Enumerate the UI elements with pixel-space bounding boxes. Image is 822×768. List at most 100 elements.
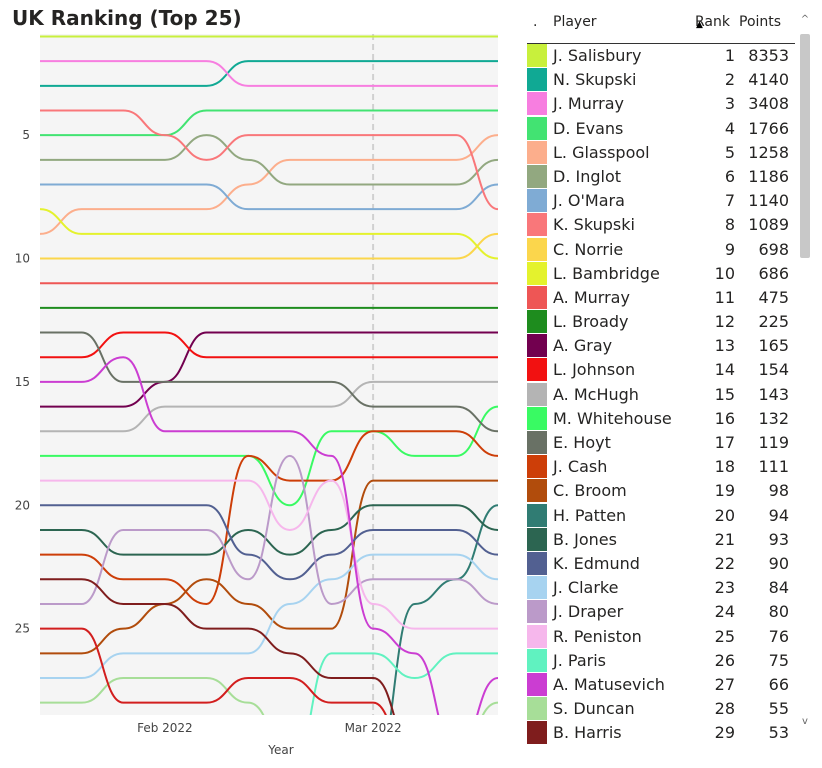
series-line-j-clarke[interactable] (40, 553, 498, 679)
table-row[interactable]: J. Cash 18 111 (527, 455, 795, 480)
player-name: A. Gray (553, 336, 613, 356)
series-line-b-harris[interactable] (40, 578, 498, 752)
scroll-thumb[interactable] (800, 34, 810, 258)
series-line-r-peniston[interactable] (40, 479, 498, 630)
player-points: 143 (758, 384, 789, 404)
table-row[interactable]: L. Johnson 14 154 (527, 358, 795, 383)
series-line-b-jones[interactable] (40, 504, 498, 556)
scroll-down-icon[interactable]: v (802, 716, 808, 727)
table-row[interactable]: R. Peniston 25 76 (527, 624, 795, 649)
header-rank[interactable]: Rank (695, 14, 730, 30)
player-points: 76 (768, 626, 789, 646)
table-row[interactable]: L. Bambridge 10 686 (527, 261, 795, 286)
plot-area (40, 34, 498, 715)
series-line-a-matusevich[interactable] (40, 356, 498, 752)
header-points[interactable]: Points (739, 14, 782, 30)
player-points: 84 (768, 578, 789, 598)
series-line-unlabeled-29[interactable] (40, 627, 498, 768)
table-row[interactable]: A. Gray 13 165 (527, 334, 795, 359)
player-name: B. Harris (553, 723, 622, 743)
player-points: 66 (768, 674, 789, 694)
player-rank: 7 (724, 191, 735, 211)
table-row[interactable]: K. Edmund 22 90 (527, 551, 795, 577)
series-line-j-murray[interactable] (40, 60, 498, 87)
player-points: 4140 (748, 70, 789, 90)
player-rank: 10 (714, 263, 735, 283)
series-line-j-paris[interactable] (40, 652, 498, 768)
player-color-swatch (527, 382, 547, 406)
series-line-d-inglot[interactable] (40, 134, 498, 186)
series-line-a-mchugh[interactable] (40, 380, 498, 433)
table-row[interactable]: D. Inglot 6 1186 (527, 164, 795, 190)
series-line-l-bambridge[interactable] (40, 208, 498, 260)
series-line-j-o-mara[interactable] (40, 183, 498, 211)
table-row[interactable]: A. McHugh 15 143 (527, 382, 795, 407)
header-divider (527, 43, 795, 44)
table-row[interactable]: J. Paris 26 75 (527, 648, 795, 673)
header-color-column[interactable]: . (533, 14, 538, 30)
series-line-n-skupski[interactable] (40, 60, 498, 87)
player-color-swatch (527, 310, 547, 334)
x-axis-label: Year (267, 743, 293, 757)
player-points: 119 (758, 433, 789, 452)
player-rank: 4 (724, 118, 735, 138)
table-row[interactable]: B. Jones 21 93 (527, 527, 795, 552)
scroll-up-icon[interactable]: ^ (800, 14, 810, 25)
series-line-e-hoyt[interactable] (40, 331, 498, 433)
series-line-k-skupski[interactable] (40, 109, 498, 211)
player-color-swatch (527, 164, 547, 188)
series-line-j-draper[interactable] (40, 454, 498, 605)
series-line-c-norrie[interactable] (40, 232, 498, 260)
player-name: H. Patten (553, 505, 627, 525)
ranking-line-chart[interactable]: 5 10 15 20 25 Feb 2022 Mar 2022 Year (0, 0, 520, 768)
table-row[interactable]: N. Skupski 2 4140 (527, 68, 795, 93)
table-row[interactable]: S. Duncan 28 55 (527, 697, 795, 722)
series-line-a-gray[interactable] (40, 331, 498, 408)
table-row[interactable]: H. Patten 20 94 (527, 503, 795, 528)
player-name: J. O'Mara (553, 191, 625, 211)
player-name: E. Hoyt (553, 433, 611, 452)
player-color-swatch (527, 237, 547, 261)
player-rank: 16 (714, 408, 735, 428)
x-tick-label: Mar 2022 (345, 721, 402, 735)
table-row[interactable]: M. Whitehouse 16 132 (527, 406, 795, 431)
player-points: 111 (758, 457, 789, 477)
player-color-swatch (527, 648, 547, 672)
player-color-swatch (527, 358, 547, 382)
series-line-m-whitehouse[interactable] (40, 405, 498, 507)
series-line-s-duncan[interactable] (40, 676, 498, 752)
series-line-h-patten[interactable] (40, 504, 498, 768)
table-row[interactable]: J. Salisbury 1 8353 (527, 44, 795, 69)
player-rank: 9 (724, 239, 735, 259)
table-scrollbar[interactable]: ^ v (798, 14, 812, 730)
series-line-l-glasspool[interactable] (40, 134, 498, 235)
table-row[interactable]: A. Murray 11 475 (527, 285, 795, 311)
series-line-j-cash[interactable] (40, 430, 498, 605)
table-row[interactable]: J. Draper 24 80 (527, 600, 795, 625)
table-row[interactable]: J. O'Mara 7 1140 (527, 189, 795, 214)
table-row[interactable]: D. Evans 4 1766 (527, 116, 795, 141)
series-line-d-evans[interactable] (40, 109, 498, 137)
y-tick-label: 5 (22, 128, 30, 142)
table-row[interactable]: C. Broom 19 98 (527, 479, 795, 504)
player-rank: 17 (714, 433, 735, 452)
table-row[interactable]: C. Norrie 9 698 (527, 237, 795, 262)
table-row[interactable]: K. Skupski 8 1089 (527, 213, 795, 238)
table-row[interactable]: J. Clarke 23 84 (527, 576, 795, 601)
table-row[interactable]: A. Matusevich 27 66 (527, 672, 795, 698)
player-name: J. Paris (553, 650, 606, 670)
table-row[interactable]: J. Murray 3 3408 (527, 92, 795, 117)
series-line-l-johnson[interactable] (40, 331, 498, 359)
table-row[interactable]: L. Broady 12 225 (527, 310, 795, 335)
player-name: J. Clarke (553, 578, 619, 598)
player-name: A. Matusevich (553, 674, 665, 694)
player-points: 1258 (748, 142, 789, 162)
table-row[interactable]: B. Harris 29 53 (527, 721, 795, 746)
y-tick-label: 10 (15, 252, 30, 266)
header-player[interactable]: Player (553, 14, 597, 30)
player-rank: 22 (714, 553, 735, 573)
table-row[interactable]: E. Hoyt 17 119 (527, 431, 795, 456)
player-points: 698 (758, 239, 789, 259)
series-line-k-edmund[interactable] (40, 504, 498, 581)
table-row[interactable]: L. Glasspool 5 1258 (527, 140, 795, 165)
